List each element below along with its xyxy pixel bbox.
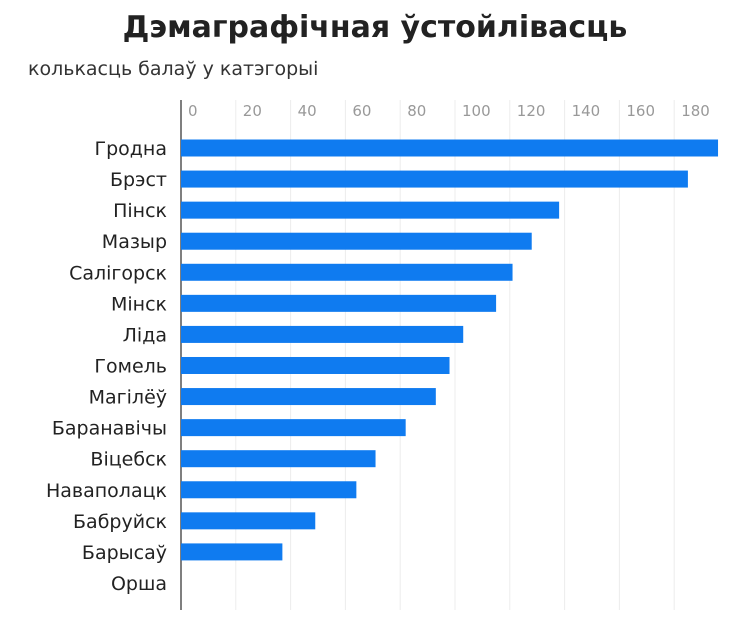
bar (181, 356, 450, 374)
bar (181, 201, 560, 219)
category-label: Гродна (95, 138, 167, 160)
chart-title: Дэмаграфічная ўстойлівасць (122, 10, 628, 45)
category-label: Барысаў (82, 542, 167, 564)
x-tick-label: 40 (298, 102, 317, 120)
category-label: Ліда (123, 324, 167, 346)
x-tick-label: 80 (407, 102, 426, 120)
bar (181, 481, 357, 499)
chart-subtitle: колькасць балаў у катэгорыі (28, 58, 319, 80)
bar (181, 450, 376, 468)
x-tick-label: 60 (352, 102, 371, 120)
x-tick-label: 20 (243, 102, 262, 120)
bar (181, 263, 513, 281)
category-label: Баранавічы (52, 418, 167, 440)
x-tick-label: 160 (626, 102, 655, 120)
category-label: Гомель (94, 355, 167, 377)
category-label: Брэст (110, 169, 167, 191)
bar (181, 388, 436, 406)
x-tick-label: 100 (462, 102, 491, 120)
category-label: Магілёў (89, 387, 167, 409)
x-tick-label: 140 (572, 102, 601, 120)
x-tick-label: 180 (681, 102, 710, 120)
bar (181, 543, 283, 561)
x-tick-label: 120 (517, 102, 546, 120)
category-label: Салігорск (69, 262, 167, 284)
bar (181, 139, 719, 157)
bar (181, 325, 464, 343)
category-label: Віцебск (90, 449, 167, 471)
category-label: Пінск (113, 200, 167, 222)
category-label: Бабруйск (73, 511, 167, 533)
category-label: Мазыр (102, 231, 167, 253)
bar (181, 232, 532, 250)
category-label: Мінск (111, 293, 167, 315)
category-label: Орша (111, 573, 167, 595)
category-label: Наваполацк (46, 480, 167, 502)
x-tick-label: 0 (188, 102, 198, 120)
bar (181, 294, 497, 312)
bar (181, 170, 688, 188)
bar (181, 419, 406, 437)
bar (181, 512, 316, 530)
